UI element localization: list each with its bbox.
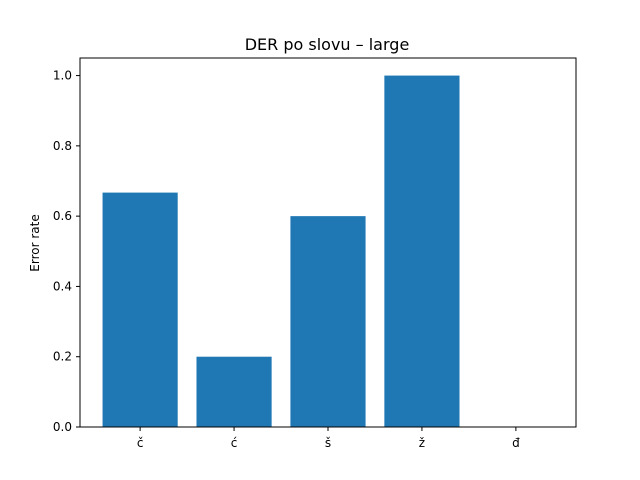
bars-group bbox=[102, 75, 460, 427]
x-tick-label: ž bbox=[419, 436, 425, 450]
y-tick-label: 0.4 bbox=[53, 279, 72, 293]
x-tick-label: ć bbox=[231, 436, 238, 450]
bar-3 bbox=[290, 216, 366, 427]
x-tick-label: č bbox=[137, 436, 144, 450]
y-tick-label: 1.0 bbox=[53, 69, 72, 83]
plot-frame bbox=[79, 57, 577, 428]
y-tick-label: 0.6 bbox=[53, 209, 72, 223]
x-tick-label: š bbox=[325, 436, 331, 450]
y-tick-label: 0.2 bbox=[53, 350, 72, 364]
bar-1 bbox=[102, 192, 178, 427]
y-tick-label: 0.0 bbox=[53, 420, 72, 434]
x-tick-label: đ bbox=[512, 436, 520, 450]
bar-2 bbox=[196, 356, 272, 427]
y-axis-ticks: 0.0 0.2 0.4 0.6 0.8 1.0 bbox=[53, 69, 80, 434]
bar-4 bbox=[384, 75, 460, 427]
y-axis-label: Error rate bbox=[28, 214, 42, 271]
y-tick-label: 0.8 bbox=[53, 139, 72, 153]
chart-title: DER po slovu – large bbox=[245, 35, 410, 54]
